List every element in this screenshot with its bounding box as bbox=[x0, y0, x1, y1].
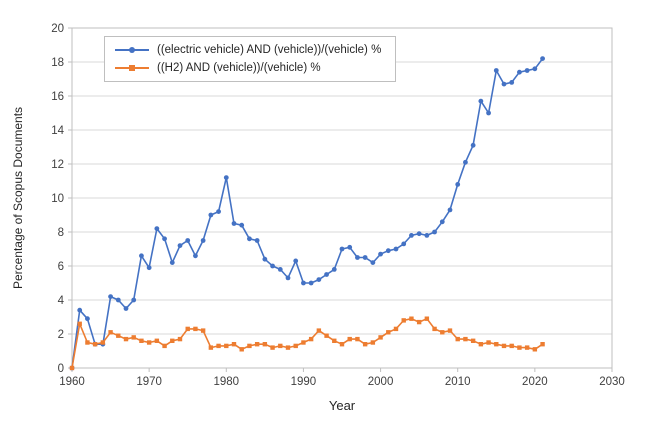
legend-line-square-marker-icon bbox=[115, 63, 149, 73]
y-axis-title: Percentage of Scopus Documents bbox=[11, 106, 25, 290]
legend-label-h2: ((H2) AND (vehicle))/(vehicle) % bbox=[157, 62, 321, 74]
legend-item-h2[interactable]: ((H2) AND (vehicle))/(vehicle) % bbox=[115, 62, 381, 74]
svg-text:20: 20 bbox=[51, 23, 64, 35]
svg-text:0: 0 bbox=[58, 363, 64, 375]
svg-text:2030: 2030 bbox=[599, 376, 625, 388]
svg-text:2000: 2000 bbox=[368, 376, 394, 388]
x-axis-title: Year bbox=[328, 398, 356, 413]
legend-item-electric-vehicle[interactable]: ((electric vehicle) AND (vehicle))/(vehi… bbox=[115, 44, 381, 56]
legend-label-electric-vehicle: ((electric vehicle) AND (vehicle))/(vehi… bbox=[157, 44, 382, 56]
svg-text:18: 18 bbox=[51, 57, 64, 69]
svg-text:12: 12 bbox=[51, 159, 64, 171]
svg-text:6: 6 bbox=[58, 261, 64, 273]
svg-text:2020: 2020 bbox=[522, 376, 548, 388]
svg-text:16: 16 bbox=[51, 91, 64, 103]
svg-text:8: 8 bbox=[58, 227, 64, 239]
svg-text:1970: 1970 bbox=[136, 376, 162, 388]
legend: ((electric vehicle) AND (vehicle))/(vehi… bbox=[104, 36, 397, 82]
legend-line-circle-marker-icon bbox=[115, 45, 149, 55]
svg-text:10: 10 bbox=[51, 193, 64, 205]
svg-text:2: 2 bbox=[58, 329, 64, 341]
svg-text:1980: 1980 bbox=[213, 376, 239, 388]
svg-text:2010: 2010 bbox=[445, 376, 471, 388]
svg-text:4: 4 bbox=[58, 295, 65, 307]
svg-text:14: 14 bbox=[51, 125, 64, 137]
svg-text:1960: 1960 bbox=[59, 376, 85, 388]
svg-text:1990: 1990 bbox=[291, 376, 317, 388]
